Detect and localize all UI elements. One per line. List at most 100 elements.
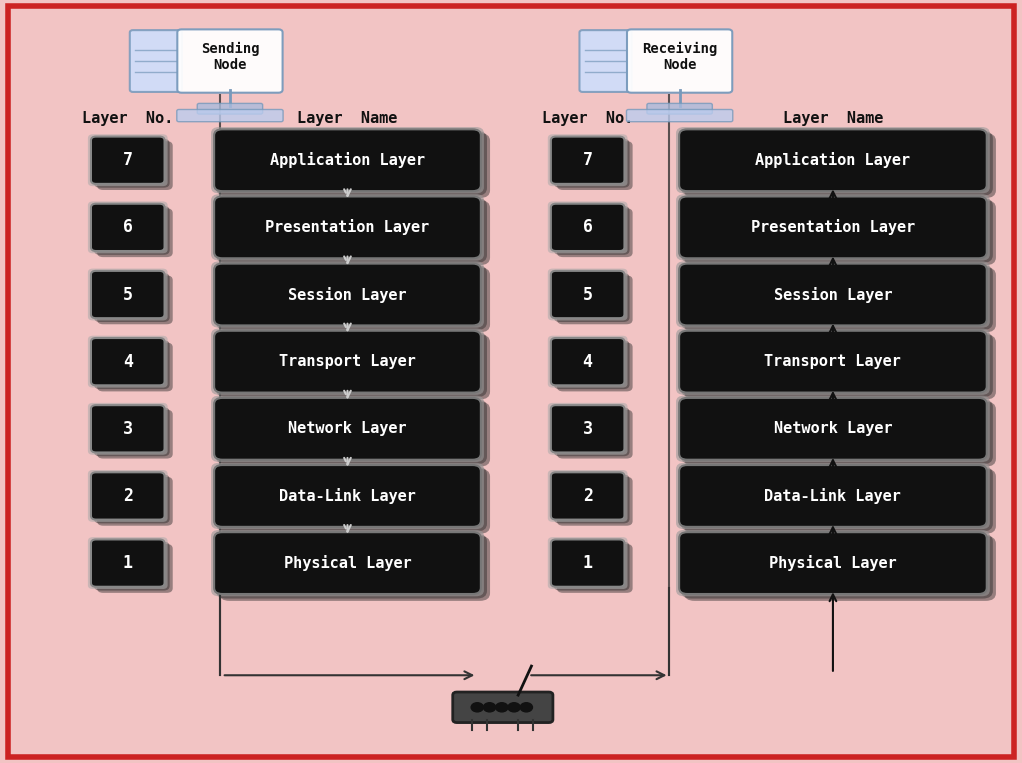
FancyBboxPatch shape bbox=[548, 269, 628, 320]
FancyBboxPatch shape bbox=[220, 536, 491, 601]
Text: Transport Layer: Transport Layer bbox=[764, 354, 901, 369]
FancyBboxPatch shape bbox=[557, 410, 633, 459]
FancyBboxPatch shape bbox=[647, 103, 712, 114]
FancyBboxPatch shape bbox=[679, 331, 987, 392]
Text: Data-Link Layer: Data-Link Layer bbox=[764, 488, 901, 504]
FancyBboxPatch shape bbox=[217, 265, 487, 330]
FancyBboxPatch shape bbox=[178, 29, 282, 92]
FancyBboxPatch shape bbox=[557, 477, 633, 526]
FancyBboxPatch shape bbox=[681, 399, 993, 464]
Text: 3: 3 bbox=[583, 420, 593, 438]
FancyBboxPatch shape bbox=[554, 475, 630, 523]
FancyBboxPatch shape bbox=[94, 542, 170, 591]
FancyBboxPatch shape bbox=[679, 398, 987, 459]
Text: Receiving
Node: Receiving Node bbox=[642, 42, 717, 72]
FancyBboxPatch shape bbox=[212, 462, 484, 529]
FancyBboxPatch shape bbox=[212, 395, 484, 462]
FancyBboxPatch shape bbox=[94, 407, 170, 456]
FancyBboxPatch shape bbox=[685, 536, 995, 601]
FancyBboxPatch shape bbox=[215, 331, 481, 392]
Text: 5: 5 bbox=[583, 285, 593, 304]
Text: 6: 6 bbox=[123, 218, 133, 237]
FancyBboxPatch shape bbox=[97, 544, 173, 593]
FancyBboxPatch shape bbox=[453, 692, 553, 723]
FancyBboxPatch shape bbox=[677, 127, 989, 193]
FancyBboxPatch shape bbox=[97, 275, 173, 324]
FancyBboxPatch shape bbox=[685, 201, 995, 265]
FancyBboxPatch shape bbox=[685, 334, 995, 400]
Text: 7: 7 bbox=[583, 151, 593, 169]
FancyBboxPatch shape bbox=[554, 407, 630, 456]
FancyBboxPatch shape bbox=[94, 475, 170, 523]
FancyBboxPatch shape bbox=[681, 534, 993, 598]
FancyBboxPatch shape bbox=[217, 131, 487, 195]
FancyBboxPatch shape bbox=[551, 338, 624, 385]
FancyBboxPatch shape bbox=[677, 462, 989, 529]
Text: 4: 4 bbox=[123, 353, 133, 371]
FancyBboxPatch shape bbox=[554, 139, 630, 188]
Text: 1: 1 bbox=[123, 554, 133, 572]
FancyBboxPatch shape bbox=[677, 395, 989, 462]
Text: Transport Layer: Transport Layer bbox=[279, 354, 416, 369]
FancyBboxPatch shape bbox=[212, 194, 484, 260]
FancyBboxPatch shape bbox=[88, 403, 168, 455]
FancyBboxPatch shape bbox=[97, 410, 173, 459]
FancyBboxPatch shape bbox=[88, 537, 168, 589]
Circle shape bbox=[508, 703, 520, 712]
Text: Physical Layer: Physical Layer bbox=[284, 555, 411, 571]
FancyBboxPatch shape bbox=[215, 263, 481, 325]
FancyBboxPatch shape bbox=[97, 141, 173, 190]
FancyBboxPatch shape bbox=[557, 208, 633, 257]
FancyBboxPatch shape bbox=[88, 336, 168, 388]
FancyBboxPatch shape bbox=[685, 401, 995, 466]
FancyBboxPatch shape bbox=[212, 261, 484, 327]
Circle shape bbox=[520, 703, 532, 712]
FancyBboxPatch shape bbox=[679, 129, 987, 191]
FancyBboxPatch shape bbox=[557, 141, 633, 190]
FancyBboxPatch shape bbox=[551, 405, 624, 452]
FancyBboxPatch shape bbox=[548, 336, 628, 388]
FancyBboxPatch shape bbox=[220, 468, 491, 533]
FancyBboxPatch shape bbox=[212, 127, 484, 193]
FancyBboxPatch shape bbox=[685, 468, 995, 533]
FancyBboxPatch shape bbox=[628, 29, 733, 92]
FancyBboxPatch shape bbox=[681, 466, 993, 531]
FancyBboxPatch shape bbox=[557, 275, 633, 324]
FancyBboxPatch shape bbox=[215, 465, 481, 526]
FancyBboxPatch shape bbox=[548, 403, 628, 455]
FancyBboxPatch shape bbox=[626, 109, 733, 121]
FancyBboxPatch shape bbox=[681, 131, 993, 195]
FancyBboxPatch shape bbox=[551, 539, 624, 587]
Text: Physical Layer: Physical Layer bbox=[770, 555, 897, 571]
FancyBboxPatch shape bbox=[91, 539, 165, 587]
FancyBboxPatch shape bbox=[220, 267, 491, 332]
Circle shape bbox=[483, 703, 496, 712]
Text: 5: 5 bbox=[123, 285, 133, 304]
FancyBboxPatch shape bbox=[677, 530, 989, 597]
FancyBboxPatch shape bbox=[217, 466, 487, 531]
FancyBboxPatch shape bbox=[94, 139, 170, 188]
Text: 6: 6 bbox=[583, 218, 593, 237]
FancyBboxPatch shape bbox=[217, 333, 487, 397]
FancyBboxPatch shape bbox=[681, 333, 993, 397]
FancyBboxPatch shape bbox=[215, 533, 481, 594]
FancyBboxPatch shape bbox=[220, 201, 491, 265]
FancyBboxPatch shape bbox=[91, 405, 165, 452]
FancyBboxPatch shape bbox=[88, 201, 168, 253]
Text: Layer  Name: Layer Name bbox=[783, 111, 883, 126]
FancyBboxPatch shape bbox=[177, 109, 283, 121]
FancyBboxPatch shape bbox=[94, 273, 170, 322]
FancyBboxPatch shape bbox=[215, 398, 481, 459]
Text: Session Layer: Session Layer bbox=[288, 287, 407, 302]
FancyBboxPatch shape bbox=[217, 534, 487, 598]
FancyBboxPatch shape bbox=[88, 269, 168, 320]
FancyBboxPatch shape bbox=[551, 271, 624, 318]
FancyBboxPatch shape bbox=[220, 334, 491, 400]
Text: Network Layer: Network Layer bbox=[288, 421, 407, 436]
FancyBboxPatch shape bbox=[548, 537, 628, 589]
Text: 4: 4 bbox=[583, 353, 593, 371]
Text: Layer  No.: Layer No. bbox=[542, 111, 634, 126]
Text: Sending
Node: Sending Node bbox=[200, 42, 260, 72]
FancyBboxPatch shape bbox=[677, 261, 989, 327]
FancyBboxPatch shape bbox=[215, 129, 481, 191]
